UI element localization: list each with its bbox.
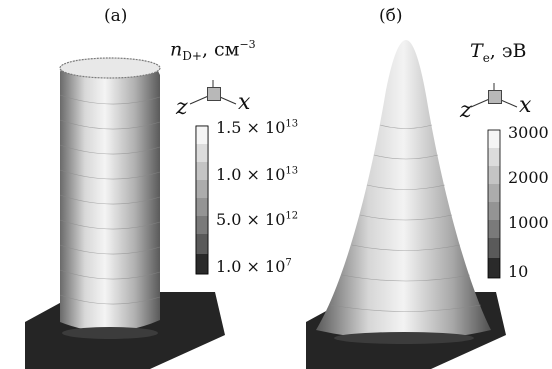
temperature-surface-plot [306,40,518,369]
peak-body [316,40,491,340]
orientation-cube-b [488,90,502,104]
temperature-unit: , эВ [489,40,527,62]
density-symbol: n [170,38,183,61]
x-axis-label-b: x [519,93,532,118]
colorbar-b-tick: 3000 [508,123,549,142]
peak-foot [334,332,474,344]
peak-bands [330,124,482,312]
temperature-subscript: e [482,50,490,65]
colorbar-a [195,125,209,275]
panel-a: (а) nD+, см−3 z x 1.5 × 1013 1.0 × 1013 … [25,6,298,369]
colorbar-a-tick: 1.5 × 1013 [216,118,299,137]
colorbar-b [487,129,501,279]
density-surface-plot [25,57,237,369]
z-axis-label-a: z [176,95,188,120]
colorbar-b-tick: 1000 [508,213,549,232]
colorbar-a-tick: 5.0 × 1012 [216,210,299,229]
temperature-symbol: T [470,40,483,62]
x-axis-label-a: x [238,90,251,115]
density-quantity-label: nD+, см−3 [170,38,256,63]
orientation-cube-a [207,87,221,101]
colorbar-b-tick: 10 [508,262,529,281]
panel-a-label: (а) [104,6,128,26]
column-top-rim [59,57,161,79]
density-unit-power: −3 [239,38,256,51]
column-bands [59,94,161,305]
column-foot [62,327,158,339]
panel-b: (б) Te, эВ z x 3000 2000 1000 10 [276,0,552,369]
colorbar-b-tick: 2000 [508,168,549,187]
temperature-quantity-label: Te, эВ [470,40,526,65]
density-subscript: D+ [182,49,202,64]
colorbar-a-tick: 1.0 × 1013 [216,165,299,184]
column-body [60,60,160,332]
z-axis-label-b: z [460,98,472,123]
colorbar-a-tick: 1.0 × 107 [216,257,292,276]
density-unit: , см [201,38,240,61]
panel-b-label: (б) [379,6,403,26]
